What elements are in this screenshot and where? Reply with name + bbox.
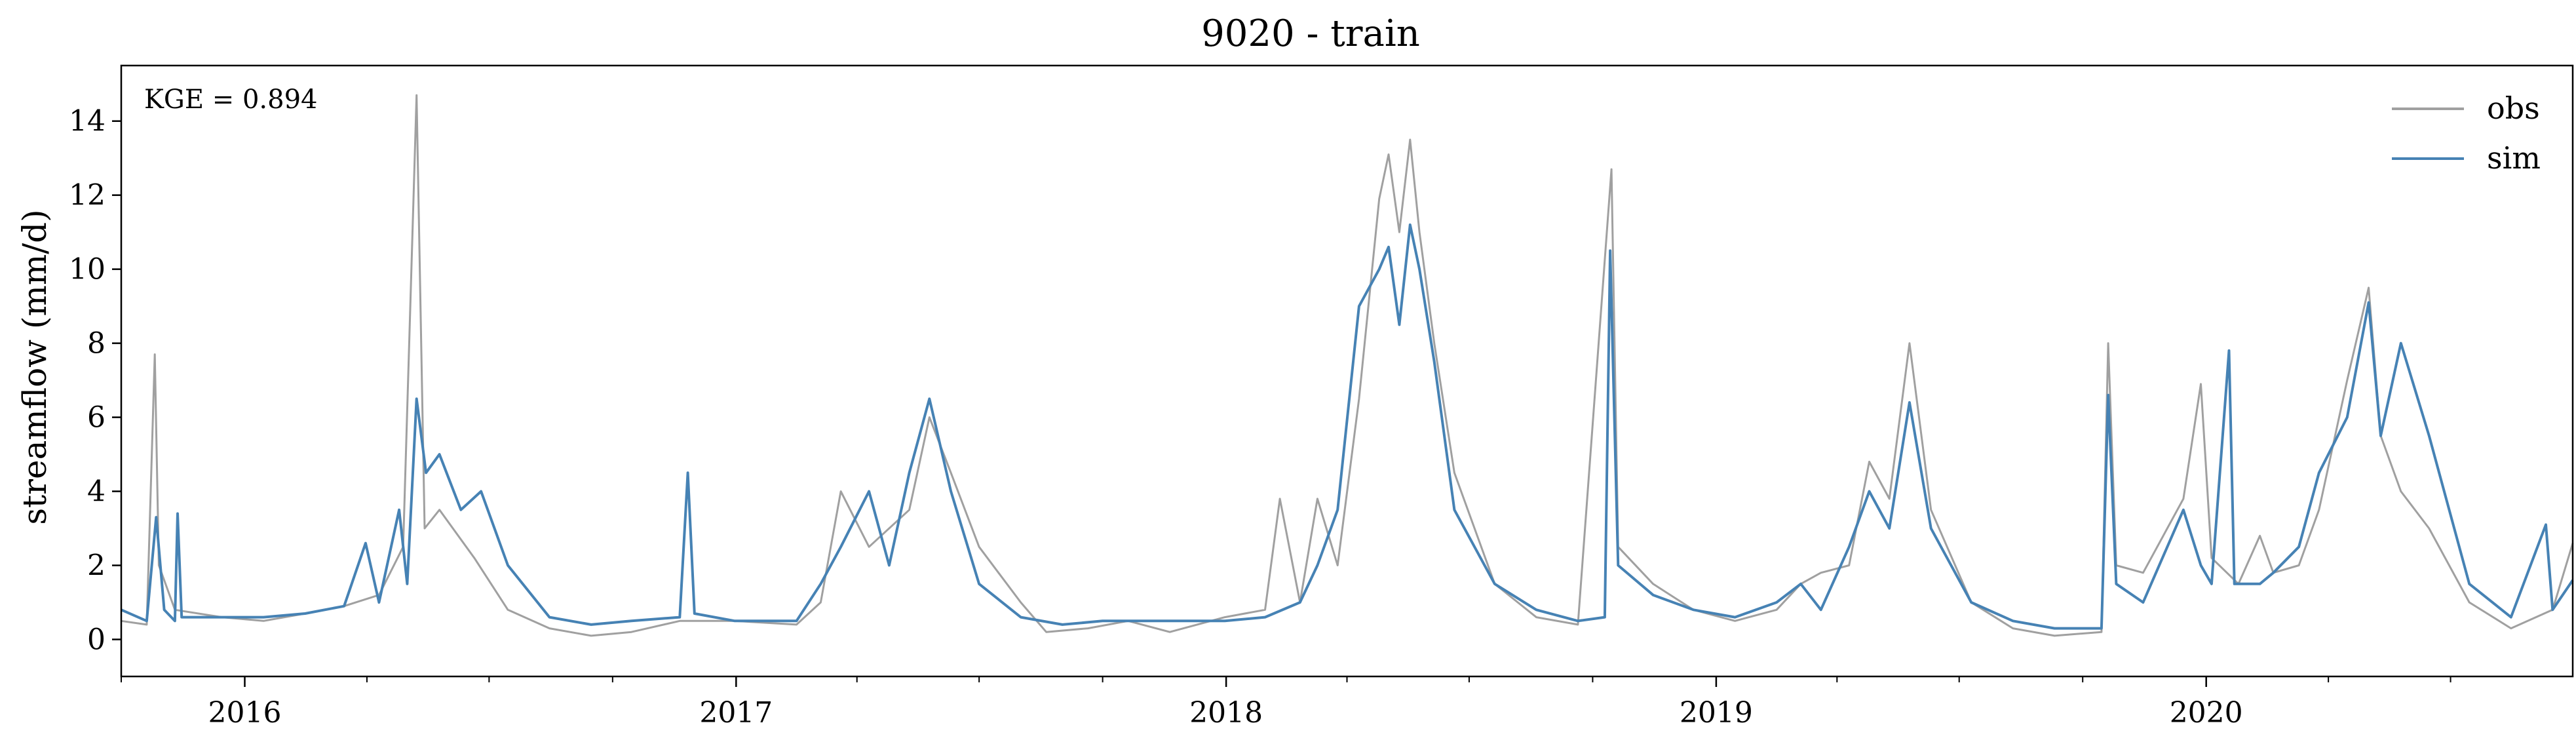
y-tick-label: 10 [69,253,106,286]
x-tick-label: 2018 [1189,696,1263,730]
x-tick-label: 2020 [2170,696,2243,730]
y-tick-label: 6 [87,401,106,435]
y-tick-label: 8 [87,327,106,361]
chart-title: 9020 - train [1201,12,1420,55]
y-tick-label: 2 [87,549,106,583]
y-tick-label: 0 [87,623,106,657]
y-tick-label: 14 [69,105,106,138]
y-tick-label: 12 [69,179,106,212]
y-tick-group: 0 2 4 6 8 10 12 14 [69,105,121,657]
kge-annotation: KGE = 0.894 [144,85,318,115]
plot-frame [120,64,2574,678]
y-tick-label: 4 [87,475,106,509]
legend-label-sim: sim [2487,140,2541,176]
legend-label-obs: obs [2487,90,2540,126]
x-tick-label: 2016 [208,696,281,730]
legend: obs sim [2392,90,2541,176]
y-axis-label: streamflow (mm/d) [16,209,54,524]
x-tick-label: 2017 [699,696,773,730]
series-line-sim [121,223,2574,630]
x-tick-label: 2019 [1680,696,1753,730]
series-line-obs [121,94,2574,637]
plot-area [121,94,2574,637]
x-tick-group: 2016 2017 2018 2019 2020 [121,676,2451,730]
y-axis: streamflow (mm/d) 0 2 4 6 8 10 12 14 [16,105,121,657]
